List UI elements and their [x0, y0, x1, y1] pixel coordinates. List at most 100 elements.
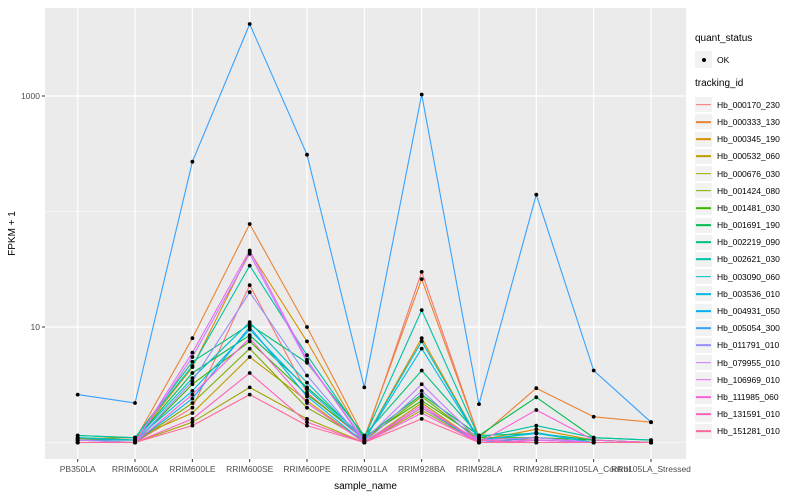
- legend-label: Hb_002219_090: [717, 237, 780, 248]
- data-point: [247, 290, 252, 295]
- point-symbol-icon: [701, 57, 706, 62]
- data-point: [75, 440, 80, 445]
- line-sample-icon: [696, 189, 711, 192]
- x-tick-label: PB350LA: [60, 464, 96, 474]
- line-sample-icon: [696, 327, 711, 330]
- data-point: [419, 417, 424, 421]
- line-sample-icon: [696, 155, 711, 158]
- plot-panel: [45, 8, 686, 459]
- legend-key: [695, 183, 712, 199]
- data-point: [247, 325, 252, 329]
- legend-item-Hb_001691_190: Hb_001691_190: [695, 217, 798, 234]
- legend-key: [695, 131, 712, 147]
- data-point: [190, 379, 195, 383]
- legend-key: [695, 251, 712, 267]
- legend-item-Hb_005054_300: Hb_005054_300: [695, 320, 798, 337]
- legend-key: [695, 286, 712, 302]
- legend-key: [695, 372, 712, 388]
- line-sample-icon: [696, 172, 711, 175]
- legend-label: Hb_003090_060: [717, 271, 780, 282]
- legend-label: Hb_111985_060: [717, 391, 779, 402]
- data-point: [534, 395, 539, 400]
- data-point: [419, 339, 424, 344]
- quant-status-legend-title: quant_status: [695, 33, 753, 44]
- legend-key: [695, 114, 712, 130]
- data-point: [419, 92, 424, 97]
- data-point: [247, 385, 252, 390]
- line-sample-icon: [696, 275, 711, 278]
- data-point: [419, 277, 424, 281]
- data-point: [534, 440, 539, 445]
- data-point: [190, 382, 195, 387]
- data-point: [419, 346, 424, 351]
- data-point: [362, 440, 367, 445]
- data-point: [534, 192, 539, 197]
- legend-item-Hb_000676_030: Hb_000676_030: [695, 165, 798, 182]
- x-tick-label: RRII105LA_Control: [557, 464, 631, 474]
- legend-label: Hb_000333_130: [717, 116, 780, 127]
- data-point: [190, 396, 195, 401]
- x-tick-label: RRIM928LE: [513, 464, 560, 474]
- line-sample-icon: [696, 138, 711, 140]
- data-point: [190, 423, 195, 428]
- line-sample-icon: [696, 396, 711, 398]
- legend-label: Hb_079955_010: [717, 357, 780, 368]
- data-point: [190, 417, 195, 421]
- tracking-id-legend-entries: Hb_000170_230 Hb_000333_130 Hb_000345_190 H…: [695, 96, 798, 440]
- legend-label: Hb_000170_230: [717, 99, 780, 110]
- legend-item-Hb_002621_030: Hb_002621_030: [695, 251, 798, 268]
- data-point: [190, 376, 195, 381]
- data-point: [591, 440, 596, 445]
- legend-label-ok: OK: [717, 54, 730, 65]
- data-point: [591, 414, 596, 419]
- data-point: [419, 398, 424, 403]
- data-point: [190, 159, 195, 164]
- legend-key: [695, 303, 712, 319]
- data-point: [247, 333, 252, 338]
- data-point: [534, 408, 539, 412]
- legend-label: Hb_001481_030: [717, 202, 780, 213]
- legend-item-Hb_011791_010: Hb_011791_010: [695, 337, 798, 354]
- line-sample-icon: [696, 413, 711, 415]
- legend-label: Hb_151281_010: [717, 426, 780, 437]
- legend-label: Hb_003536_010: [717, 288, 780, 299]
- data-point: [247, 371, 252, 375]
- data-point: [247, 263, 252, 268]
- data-point: [190, 401, 195, 405]
- legend-key: [695, 389, 712, 405]
- legend-label: Hb_002621_030: [717, 254, 780, 265]
- line-sample-icon: [696, 378, 711, 381]
- data-point: [534, 386, 539, 391]
- x-tick-label: RRIM600LE: [169, 464, 216, 474]
- data-point: [190, 355, 195, 359]
- legend-key: [695, 337, 712, 353]
- tracking-id-legend-title: tracking_id: [695, 78, 744, 90]
- legend-label: Hb_106969_010: [717, 374, 780, 385]
- data-point: [305, 387, 309, 391]
- legend-item-Hb_002219_090: Hb_002219_090: [695, 234, 798, 251]
- data-point: [419, 408, 424, 413]
- ok-legend-key: [695, 51, 712, 69]
- legend-label: Hb_005054_300: [717, 323, 780, 334]
- data-point: [133, 440, 137, 445]
- legend-key: [695, 320, 712, 336]
- line-sample-icon: [696, 361, 711, 364]
- data-point: [419, 405, 424, 410]
- x-axis-title: sample_name: [334, 481, 397, 492]
- legend-label: Hb_000345_190: [717, 134, 780, 145]
- legend-item-Hb_000170_230: Hb_000170_230: [695, 96, 798, 113]
- data-point: [305, 357, 309, 362]
- data-point: [419, 270, 424, 274]
- data-point: [305, 325, 309, 329]
- data-point: [247, 355, 252, 359]
- legend-key: [695, 97, 712, 113]
- legend-item-Hb_111985_060: Hb_111985_060: [695, 388, 798, 405]
- data-point: [305, 417, 309, 421]
- data-point: [247, 327, 252, 332]
- legend-item-Hb_079955_010: Hb_079955_010: [695, 354, 798, 371]
- data-point: [362, 385, 367, 390]
- data-point: [419, 392, 424, 397]
- data-point: [190, 336, 195, 341]
- tracking-id-legend-group: tracking_id Hb_000170_230 Hb_000333_130 Hb…: [695, 78, 798, 440]
